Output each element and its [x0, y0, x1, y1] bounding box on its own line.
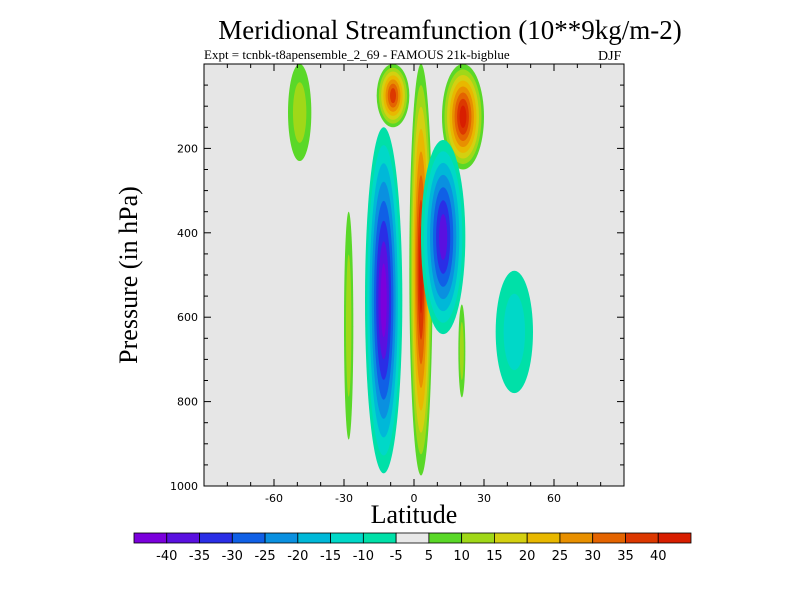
y-tick-label: 400 [177, 227, 198, 240]
colorbar-label: 15 [486, 549, 503, 564]
contour-band [292, 82, 307, 143]
y-axis-title: Pressure (in hPa) [114, 186, 143, 364]
colorbar-swatch [657, 532, 692, 544]
colorbar-swatch [592, 532, 626, 544]
colorbar-label: -15 [320, 549, 341, 564]
cell-nh-tropical-negative [421, 139, 466, 335]
x-axis-title: Latitude [371, 500, 458, 529]
colorbar-swatch [330, 532, 364, 544]
colorbar-label: 5 [425, 549, 433, 564]
x-tick-label: 60 [547, 492, 561, 505]
colorbar-swatch [461, 532, 495, 544]
y-tick-label: 200 [177, 142, 198, 155]
colorbar-label: -35 [189, 549, 210, 564]
y-tick-label: 1000 [170, 480, 198, 493]
colorbar-swatch [362, 532, 397, 544]
colorbar-label: 10 [453, 549, 470, 564]
colorbar-swatch [264, 532, 299, 544]
axis-ticks: -60 -30 0 30 60 200 400 600 800 1000 [170, 63, 625, 505]
contour-field [288, 64, 533, 476]
colorbar-label: -5 [390, 549, 403, 564]
season-label: DJF [598, 49, 622, 64]
colorbar-label: 40 [650, 549, 667, 564]
colorbar-label: 25 [552, 549, 569, 564]
contour-band [459, 105, 467, 128]
colorbar-label: 35 [617, 549, 634, 564]
colorbar-swatch [297, 532, 331, 544]
cell-sh-high-positive [376, 64, 410, 128]
cell-nh-subtropical-positive [458, 304, 466, 398]
x-tick-label: -60 [265, 492, 283, 505]
colorbar-label: -10 [353, 549, 374, 564]
colorbar-swatch [199, 532, 233, 544]
chart-subtitle: Expt = tcnbk-t8apensemble_2_69 - FAMOUS … [204, 47, 510, 62]
contour-band [345, 254, 352, 397]
y-tick-label: 800 [177, 396, 198, 409]
x-tick-label: 0 [411, 492, 418, 505]
colorbar-label: -40 [156, 549, 177, 564]
contour-band [459, 321, 464, 380]
colorbar: -40 -35 -30 -25 -20 -15 -10 -5 5 10 15 20 25 30 35 40 [133, 532, 692, 564]
cell-nh-ferrel-negative [495, 270, 533, 394]
colorbar-swatch [526, 532, 561, 544]
x-tick-label: -30 [335, 492, 353, 505]
colorbar-swatch [395, 532, 430, 544]
contour-band [390, 88, 396, 104]
colorbar-swatch [166, 532, 200, 544]
colorbar-label: 30 [584, 549, 601, 564]
colorbar-swatch [494, 532, 528, 544]
cell-nh-high-positive [442, 64, 484, 170]
colorbar-label: -30 [222, 549, 243, 564]
contour-band [503, 293, 526, 371]
colorbar-label: -25 [254, 549, 275, 564]
colorbar-swatch [559, 532, 594, 544]
y-tick-label: 600 [177, 311, 198, 324]
contour-band [439, 214, 448, 261]
cell-sh-midlat-positive [288, 64, 312, 162]
cell-sh-tropical-negative [365, 127, 403, 474]
chart-title: Meridional Streamfunction (10**9kg/m-2) [218, 15, 682, 45]
contour-band [380, 263, 387, 338]
colorbar-swatch [625, 532, 659, 544]
colorbar-label: -20 [287, 549, 308, 564]
colorbar-swatch [133, 532, 168, 544]
colorbar-swatch [231, 532, 266, 544]
colorbar-swatch [428, 532, 463, 544]
cell-sh-subtropical-positive [344, 211, 354, 440]
colorbar-label: 20 [519, 549, 536, 564]
x-tick-label: 30 [477, 492, 491, 505]
